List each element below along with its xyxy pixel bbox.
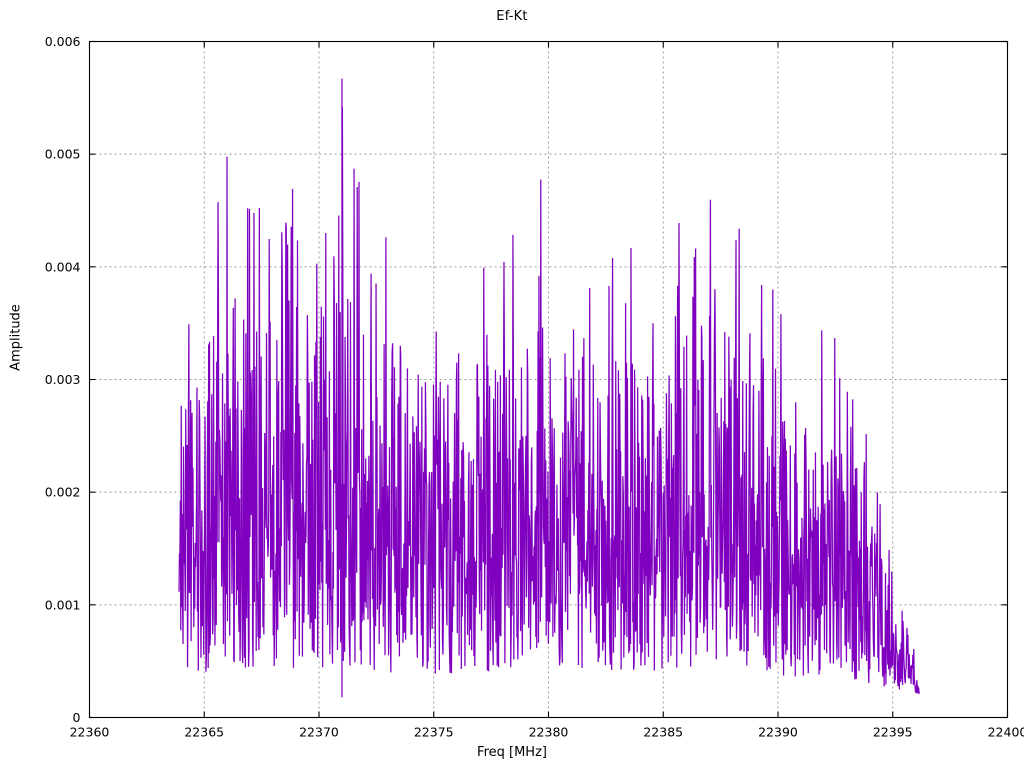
plot-frame — [88, 40, 1009, 719]
x-axis-label: Freq [MHz] — [477, 745, 547, 760]
y-tick-label: 0.002 — [45, 485, 81, 500]
y-tick-label: 0 — [73, 710, 81, 725]
y-tick-label: 0.001 — [45, 597, 81, 612]
spectrum-trace — [178, 106, 920, 695]
y-tick-label: 0.005 — [45, 147, 81, 162]
x-tick-label: 22360 — [70, 725, 110, 740]
y-tick-label: 0.003 — [45, 372, 81, 387]
data-series — [178, 78, 920, 698]
x-tick-label: 22375 — [414, 725, 454, 740]
x-tick-label: 22395 — [873, 725, 913, 740]
x-tick-label: 22385 — [643, 725, 683, 740]
x-tick-label: 22400 — [988, 725, 1024, 740]
y-tick-label: 0.004 — [45, 259, 81, 274]
x-tick-label: 22365 — [184, 725, 224, 740]
chart-title: Ef-Kt — [496, 9, 528, 24]
x-tick-label: 22370 — [299, 725, 339, 740]
x-tick-label: 22390 — [758, 725, 798, 740]
tick-labels: 0 0.001 0.002 0.003 0.004 0.005 0.006 22360 2236… — [45, 34, 1024, 740]
x-tick-label: 22380 — [529, 725, 569, 740]
y-tick-label: 0.006 — [45, 34, 81, 49]
